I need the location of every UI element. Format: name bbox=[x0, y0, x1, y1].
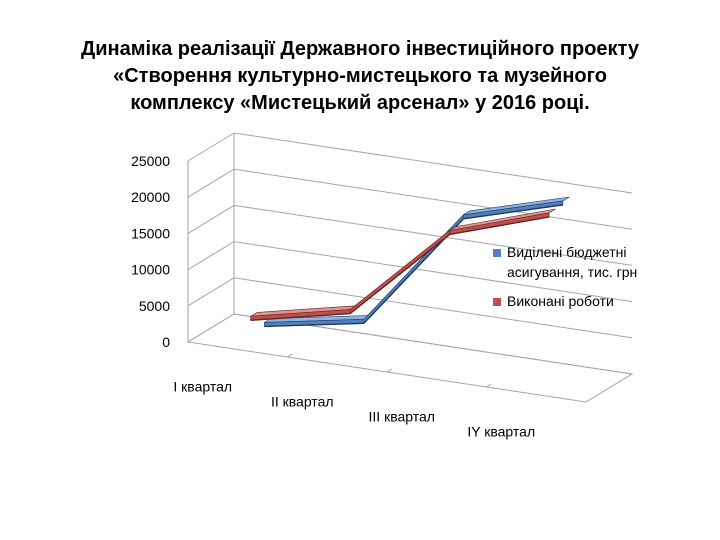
y-tick-label: 20000 bbox=[131, 189, 170, 205]
category-separator bbox=[486, 383, 492, 388]
gridlines bbox=[187, 132, 633, 375]
series-ribbon bbox=[250, 208, 556, 322]
legend-item: Виділені бюджетні асигування, тис. грн bbox=[493, 244, 637, 280]
y-tick-label: 15000 bbox=[131, 225, 170, 241]
chart-title-line-3: комплексу «Мистецький арсенал» у 2016 ро… bbox=[130, 92, 590, 114]
category-separator bbox=[287, 353, 293, 358]
category-separator bbox=[386, 368, 392, 373]
gridline bbox=[187, 241, 633, 303]
gridline bbox=[187, 277, 633, 339]
x-tick-label: ІІІ квартал bbox=[369, 409, 435, 425]
gridline bbox=[187, 313, 633, 375]
y-tick-label: 0 bbox=[162, 334, 170, 350]
chart-title-line-2: «Створення культурно-мистецького та музе… bbox=[113, 65, 607, 87]
legend-swatch bbox=[493, 249, 501, 257]
ribbon-shadow-line bbox=[449, 216, 550, 236]
y-tick-label: 25000 bbox=[131, 153, 170, 169]
ribbon-shadow-line bbox=[250, 312, 351, 322]
ribbon-shadow-line bbox=[264, 322, 364, 328]
x-tick-label: І квартал bbox=[173, 379, 232, 395]
ribbon-shadow-line bbox=[349, 233, 451, 315]
y-tick-label: 5000 bbox=[139, 298, 170, 314]
series-ribbons bbox=[250, 196, 570, 328]
legend: Виділені бюджетні асигування, тис. грн Вик… bbox=[493, 244, 637, 309]
legend-swatch bbox=[493, 298, 501, 306]
floor bbox=[186, 313, 634, 403]
legend-label: Виконані роботи bbox=[507, 293, 614, 309]
x-tick-label: ІY квартал bbox=[467, 424, 535, 440]
y-axis-ticks: 0 5000 10000 15000 20000 25000 bbox=[131, 153, 170, 350]
y-tick-label: 10000 bbox=[131, 262, 170, 278]
legend-item: Виконані роботи bbox=[493, 293, 614, 309]
x-axis-ticks: І квартал ІІ квартал ІІІ квартал ІY квартал bbox=[173, 379, 535, 440]
ribbon-shadow-line bbox=[463, 204, 564, 220]
legend-label: Виділені бюджетні bbox=[507, 244, 626, 260]
gridline bbox=[187, 204, 633, 266]
chart-title: Динаміка реалізації Державного інвестиці… bbox=[0, 36, 720, 117]
chart-title-line-1: Динаміка реалізації Державного інвестиці… bbox=[81, 38, 639, 60]
legend-label: асигування, тис. грн bbox=[507, 264, 637, 280]
gridline bbox=[187, 132, 633, 194]
x-tick-label: ІІ квартал bbox=[271, 394, 334, 410]
